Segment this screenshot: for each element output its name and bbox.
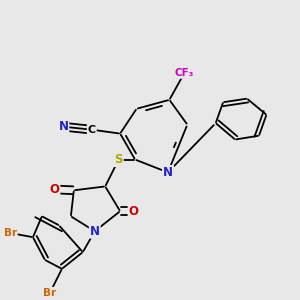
Text: N: N <box>58 120 68 133</box>
Text: N: N <box>90 225 100 238</box>
Text: CF₃: CF₃ <box>175 68 194 78</box>
Text: O: O <box>129 205 139 218</box>
Text: N: N <box>163 166 173 179</box>
Text: Br: Br <box>4 228 17 238</box>
Text: S: S <box>114 153 123 166</box>
Text: O: O <box>50 183 59 196</box>
Text: C: C <box>88 125 96 135</box>
Text: Br: Br <box>44 288 56 298</box>
